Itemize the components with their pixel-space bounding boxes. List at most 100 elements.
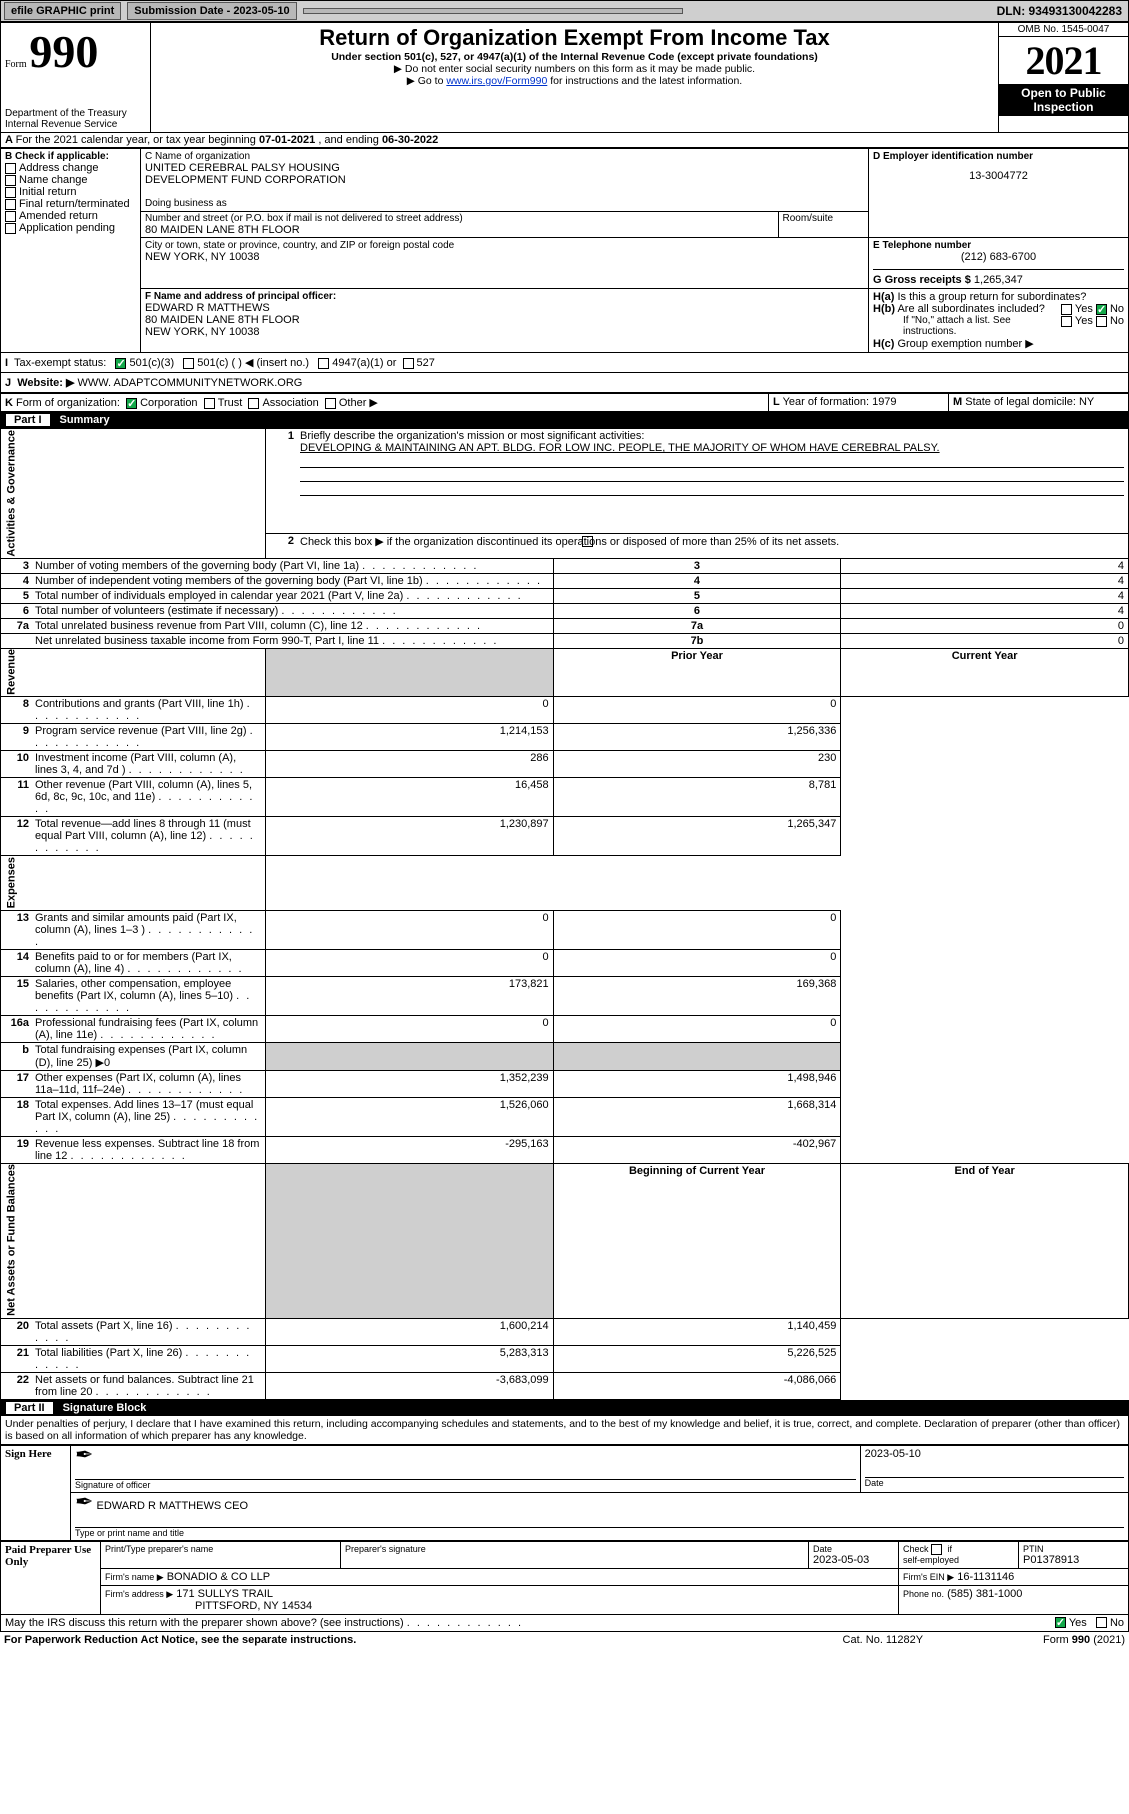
chk-assoc[interactable] <box>248 398 259 409</box>
exp-row-py: -295,163 <box>266 1136 554 1163</box>
efile-print-button[interactable]: efile GRAPHIC print <box>4 2 121 20</box>
chk-address-change[interactable] <box>5 163 16 174</box>
chk-discuss-yes[interactable] <box>1055 1617 1066 1628</box>
opt-corp: Corporation <box>140 397 197 409</box>
firm-name: BONADIO & CO LLP <box>167 1571 270 1583</box>
exp-row-text: 17Other expenses (Part IX, column (A), l… <box>1 1070 266 1097</box>
discuss-no: No <box>1110 1617 1124 1629</box>
year-cell: OMB No. 1545-0047 2021 Open to Public In… <box>999 23 1129 133</box>
na-row-text: 21Total liabilities (Part X, line 26) <box>1 1345 266 1372</box>
exp-row-text: 18Total expenses. Add lines 13–17 (must … <box>1 1097 266 1136</box>
exp-row-text: 16aProfessional fundraising fees (Part I… <box>1 1015 266 1042</box>
gov-row-val: 4 <box>841 603 1129 618</box>
title-sub3: ▶ Go to www.irs.gov/Form990 for instruct… <box>155 75 994 87</box>
chk-501c[interactable] <box>183 358 194 369</box>
chk-final-return[interactable] <box>5 199 16 210</box>
period-begin: 07-01-2021 <box>259 134 315 146</box>
org-name-2: DEVELOPMENT FUND CORPORATION <box>145 174 864 186</box>
chk-application-pending[interactable] <box>5 223 16 234</box>
exp-row-py: 0 <box>266 1015 554 1042</box>
chk-4947[interactable] <box>318 358 329 369</box>
chk-self-employed[interactable] <box>931 1544 942 1555</box>
box-e-g: E Telephone number (212) 683-6700 G Gros… <box>869 238 1129 289</box>
officer-printed-name: EDWARD R MATTHEWS CEO <box>97 1500 249 1512</box>
chk-initial-return[interactable] <box>5 187 16 198</box>
firm-addr2: PITTSFORD, NY 14534 <box>195 1600 312 1612</box>
rev-row-cy: 0 <box>553 697 841 724</box>
exp-row-py: 0 <box>266 910 554 949</box>
ein-lbl: D Employer identification number <box>873 151 1124 162</box>
l1-num: 1 <box>270 430 300 442</box>
chk-discuss-no[interactable] <box>1096 1617 1107 1628</box>
firm-name-lbl: Firm's name ▶ <box>105 1572 164 1582</box>
part1-band: Part I Summary <box>0 412 1129 428</box>
exp-row-cy: 0 <box>553 1015 841 1042</box>
city-value: NEW YORK, NY 10038 <box>145 251 864 263</box>
line1: 1 Briefly describe the organization's mi… <box>266 429 1129 534</box>
rev-row-cy: 1,265,347 <box>553 817 841 856</box>
box-f: F Name and address of principal officer:… <box>141 289 869 353</box>
mission-text: DEVELOPING & MAINTAINING AN APT. BLDG. F… <box>300 442 1124 454</box>
rev-row-text: 9Program service revenue (Part VIII, lin… <box>1 724 266 751</box>
footer-catno: Cat. No. 11282Y <box>843 1634 924 1646</box>
entity-block: B Check if applicable: Address change Na… <box>0 148 1129 353</box>
irs-label: Internal Revenue Service <box>5 119 146 130</box>
part1-title: Summary <box>60 414 110 426</box>
footer-form-pre: Form <box>1043 1634 1072 1646</box>
footer-left: For Paperwork Reduction Act Notice, see … <box>4 1634 843 1646</box>
submission-date-badge: Submission Date - 2023-05-10 <box>127 2 296 20</box>
l2-txt: Check this box ▶ if the organization dis… <box>300 536 839 548</box>
gross-receipts-lbl: G Gross receipts $ <box>873 274 971 286</box>
ptin-value: P01378913 <box>1023 1554 1124 1566</box>
exp-row-cy: 1,498,946 <box>553 1070 841 1097</box>
vlabel-netassets: Net Assets or Fund Balances <box>1 1163 266 1318</box>
chk-corp[interactable] <box>126 398 137 409</box>
pt-date-lbl: Date <box>813 1544 894 1554</box>
chk-discontinued[interactable] <box>582 536 593 547</box>
l2-num: 2 <box>270 535 300 548</box>
form-id-cell: Form 990 Department of the Treasury Inte… <box>1 23 151 133</box>
topbar-spacer <box>303 8 683 14</box>
firm-ein-lbl: Firm's EIN ▶ <box>903 1572 954 1582</box>
row-k: K Form of organization: Corporation Trus… <box>1 394 769 412</box>
chk-501c3[interactable] <box>115 358 126 369</box>
gov-row-box: 7a <box>553 618 841 633</box>
exp-row-cy: 0 <box>553 910 841 949</box>
chk-amended-return[interactable] <box>5 211 16 222</box>
topbar: efile GRAPHIC print Submission Date - 20… <box>0 0 1129 22</box>
org-name-1: UNITED CEREBRAL PALSY HOUSING <box>145 162 864 174</box>
chk-527[interactable] <box>403 358 414 369</box>
website-value: WWW. ADAPTCOMMUNITYNETWORK.ORG <box>77 377 302 389</box>
opt-4947: 4947(a)(1) or <box>332 357 396 369</box>
phone-lbl: E Telephone number <box>873 240 1124 251</box>
lbl-application-pending: Application pending <box>19 222 115 234</box>
chk-name-change[interactable] <box>5 175 16 186</box>
irs-link[interactable]: www.irs.gov/Form990 <box>446 75 547 87</box>
j-lbl: J <box>5 377 11 389</box>
state-domicile: State of legal domicile: NY <box>965 396 1094 408</box>
pt-name-lbl: Print/Type preparer's name <box>105 1544 336 1554</box>
exp-row-text: 19Revenue less expenses. Subtract line 1… <box>1 1136 266 1163</box>
i-lbl: I <box>5 357 8 369</box>
chk-sub-yes[interactable] <box>1061 316 1072 327</box>
exp-row-cy <box>553 1042 841 1070</box>
opt-527: 527 <box>417 357 435 369</box>
paid-preparer-block: Paid Preparer Use Only Print/Type prepar… <box>0 1541 1129 1615</box>
period-mid: , and ending <box>318 134 382 146</box>
chk-sub-no[interactable] <box>1096 316 1107 327</box>
box-h: H(a) Is this a group return for subordin… <box>869 289 1129 353</box>
box-c-name: C Name of organization UNITED CEREBRAL P… <box>141 149 869 212</box>
tax-year: 2021 <box>999 37 1128 84</box>
title-cell: Return of Organization Exempt From Incom… <box>151 23 999 133</box>
firm-addr1: 171 SULLYS TRAIL <box>176 1588 273 1600</box>
chk-group-yes[interactable] <box>1061 304 1072 315</box>
exp-row-cy: -402,967 <box>553 1136 841 1163</box>
opt-other-org: Other ▶ <box>339 397 378 409</box>
pt-check-txt: Check <box>903 1544 931 1554</box>
chk-group-no[interactable] <box>1096 304 1107 315</box>
city-lbl: City or town, state or province, country… <box>145 240 864 251</box>
chk-trust[interactable] <box>204 398 215 409</box>
officer-addr1: 80 MAIDEN LANE 8TH FLOOR <box>145 314 864 326</box>
chk-other-org[interactable] <box>325 398 336 409</box>
rev-row-py: 1,230,897 <box>266 817 554 856</box>
